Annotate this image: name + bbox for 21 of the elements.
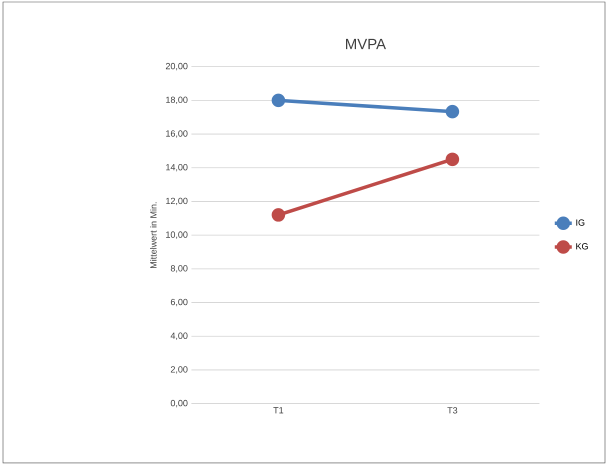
y-tick-label: 20,00 xyxy=(166,62,188,70)
chart-title: MVPA xyxy=(346,38,386,50)
legend-label: KG xyxy=(576,243,588,250)
point xyxy=(272,94,286,108)
y-tick-label: 8,00 xyxy=(170,265,188,273)
y-tick-label: 14,00 xyxy=(166,164,188,172)
x-tick-label: T1 xyxy=(273,407,284,414)
y-tick-label: 0,00 xyxy=(170,400,188,408)
y-tick-label: 10,00 xyxy=(166,231,188,239)
y-tick-label: 12,00 xyxy=(166,198,188,206)
y-tick-label: 18,00 xyxy=(166,96,188,104)
y-tick-label: 4,00 xyxy=(170,332,188,340)
x-tick-label: T3 xyxy=(447,407,458,414)
y-tick-label: 6,00 xyxy=(170,298,188,306)
y-tick-label: 2,00 xyxy=(170,366,188,374)
point xyxy=(446,104,460,118)
point xyxy=(272,208,286,222)
y-tick-label: 16,00 xyxy=(166,130,188,138)
y-axis-title: Mittelwert in Min. xyxy=(150,202,157,268)
legend-label: IG xyxy=(576,219,584,226)
point xyxy=(446,152,460,166)
